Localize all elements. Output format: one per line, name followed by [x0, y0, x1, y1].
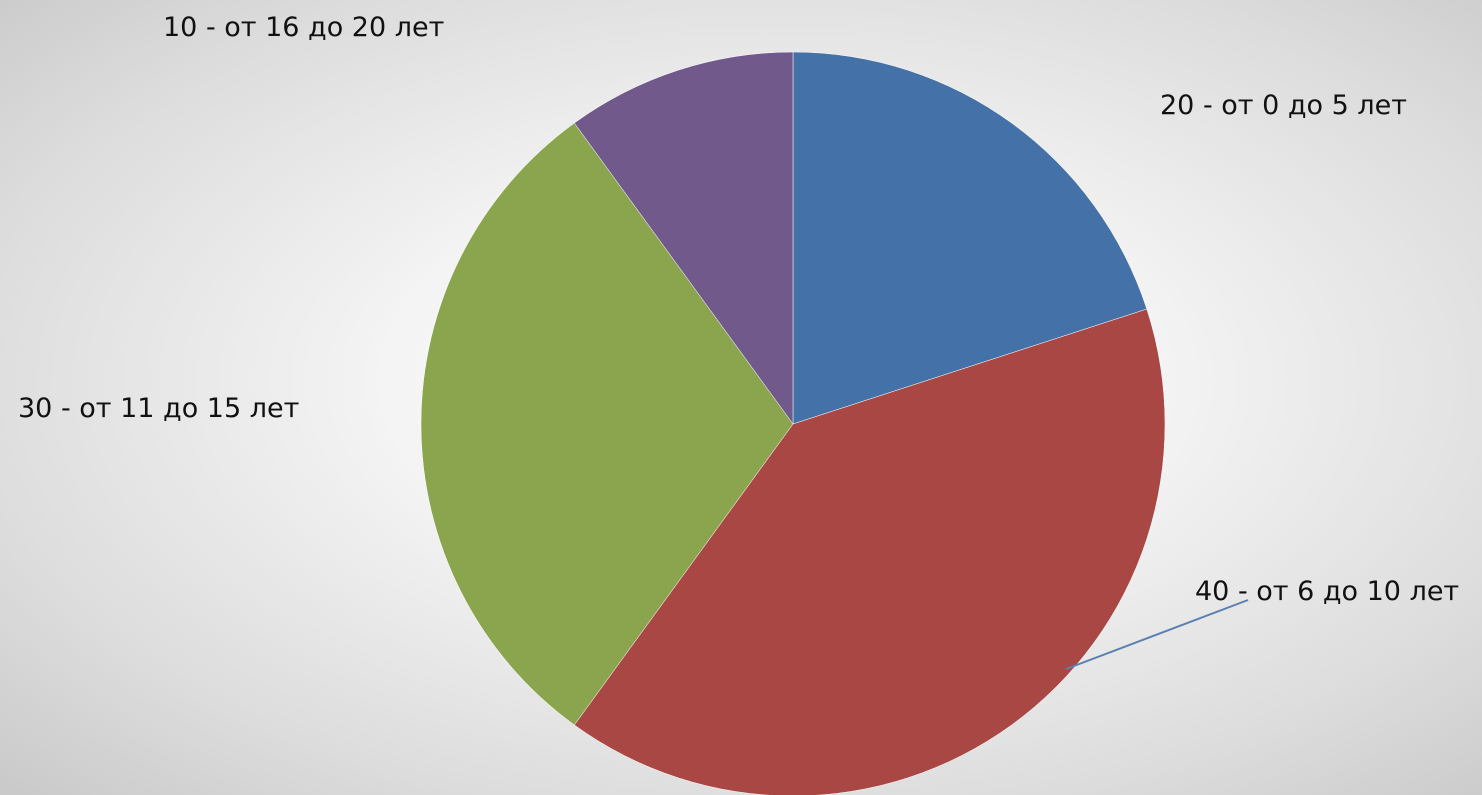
slice-label-3: 30 - от 11 до 15 лет: [18, 393, 299, 424]
slice-label-1: 20 - от 0 до 5 лет: [1160, 90, 1407, 121]
slice-label-4: 10 - от 16 до 20 лет: [163, 12, 444, 43]
leader-lines: [1065, 599, 1249, 670]
pie-slices: [420, 51, 1166, 795]
slice-label-2: 40 - от 6 до 10 лет: [1195, 576, 1459, 607]
pie-slice-1: [792, 51, 1148, 425]
pie-slice-2: [573, 308, 1166, 795]
slice-labels: 20 - от 0 до 5 лет 40 - от 6 до 10 лет 30 …: [18, 12, 1459, 607]
leader-line-2: [1065, 599, 1249, 670]
pie-slice-3: [420, 122, 794, 726]
pie-slice-4: [573, 51, 794, 425]
